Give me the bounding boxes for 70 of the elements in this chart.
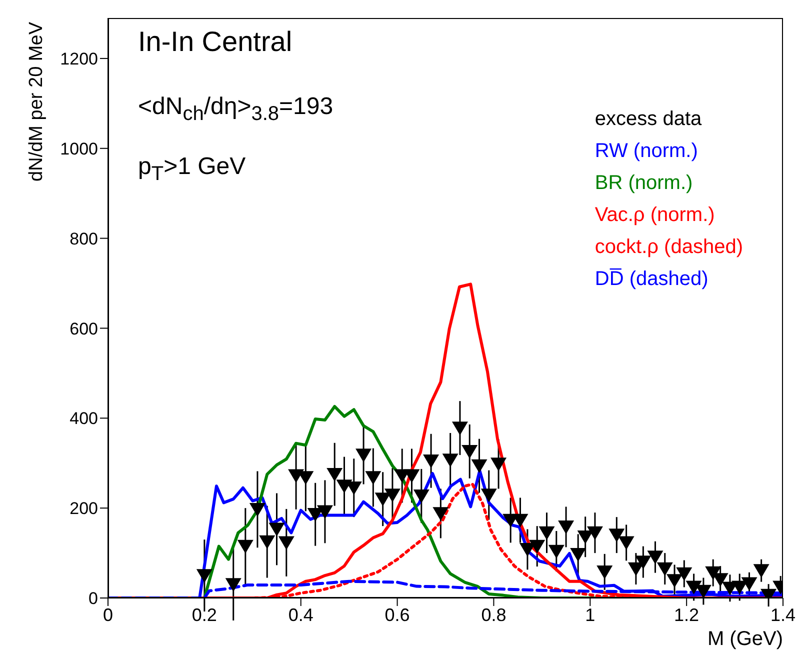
x-tick-label: 0.4 bbox=[288, 604, 314, 625]
point bbox=[452, 422, 468, 436]
point bbox=[676, 567, 692, 581]
y-tick-label: 1200 bbox=[60, 50, 98, 68]
point bbox=[686, 580, 702, 594]
point bbox=[249, 503, 266, 517]
y-tick-label: 1000 bbox=[60, 139, 98, 158]
point bbox=[666, 574, 683, 588]
point bbox=[596, 566, 613, 580]
x-tick-label: 1 bbox=[585, 604, 596, 625]
point bbox=[384, 488, 400, 502]
point bbox=[656, 562, 673, 576]
y-tick-label: 0 bbox=[88, 589, 98, 608]
x-tick-label: 0.6 bbox=[384, 604, 410, 625]
x-axis-title: M (GeV) bbox=[707, 628, 783, 651]
point bbox=[519, 543, 536, 557]
point bbox=[316, 505, 333, 519]
point bbox=[570, 548, 586, 562]
point bbox=[753, 564, 770, 578]
x-tick-label: 0.8 bbox=[481, 604, 506, 625]
y-tick-label: 400 bbox=[70, 409, 98, 428]
text: cockt.ρ (dashed) bbox=[594, 235, 743, 260]
point bbox=[577, 530, 594, 544]
point bbox=[196, 569, 212, 583]
point bbox=[432, 507, 449, 521]
point bbox=[741, 577, 758, 591]
point bbox=[374, 492, 391, 506]
point bbox=[618, 536, 634, 550]
point bbox=[413, 490, 430, 504]
point bbox=[538, 526, 555, 540]
point bbox=[268, 522, 285, 536]
text: BR (norm.) bbox=[594, 171, 694, 196]
point bbox=[278, 536, 294, 550]
x-tick-label: 1.2 bbox=[674, 604, 700, 625]
y-tick-label: 600 bbox=[70, 319, 98, 338]
x-tick-label: 0.2 bbox=[192, 604, 217, 625]
x-tick-label: 1.4 bbox=[770, 604, 796, 625]
point bbox=[225, 578, 242, 592]
point bbox=[586, 526, 603, 540]
point bbox=[237, 540, 254, 554]
chart-title: In-In Central bbox=[138, 26, 292, 58]
point bbox=[356, 448, 372, 462]
point bbox=[404, 469, 420, 483]
y-tick-label: 800 bbox=[70, 229, 98, 248]
point bbox=[442, 454, 458, 468]
point bbox=[471, 459, 488, 474]
text: excess data bbox=[594, 107, 703, 132]
point bbox=[529, 540, 546, 554]
point bbox=[259, 535, 276, 549]
y-tick-label: 200 bbox=[70, 499, 98, 518]
y-axis-title: dN/dM per 20 MeV bbox=[26, 22, 48, 182]
point bbox=[326, 468, 343, 482]
point bbox=[548, 544, 564, 558]
point bbox=[647, 550, 664, 564]
point bbox=[365, 471, 382, 485]
text: Vac.ρ (norm.) bbox=[594, 203, 716, 228]
point bbox=[512, 514, 528, 528]
point bbox=[490, 458, 507, 472]
x-tick-label: 0 bbox=[102, 604, 114, 625]
point bbox=[695, 584, 712, 598]
text: DD̅ (dashed) bbox=[594, 267, 710, 292]
point bbox=[480, 488, 497, 502]
text: RW (norm.) bbox=[594, 139, 699, 164]
point bbox=[462, 445, 478, 459]
point bbox=[558, 520, 574, 534]
point bbox=[608, 528, 625, 542]
point bbox=[635, 556, 652, 570]
point bbox=[423, 454, 440, 468]
annotation: p$_{T}$>1 GeV bbox=[138, 153, 246, 186]
annotation: <dN$_{ch}$/dη>$_{3.8}$=193 bbox=[138, 93, 334, 126]
